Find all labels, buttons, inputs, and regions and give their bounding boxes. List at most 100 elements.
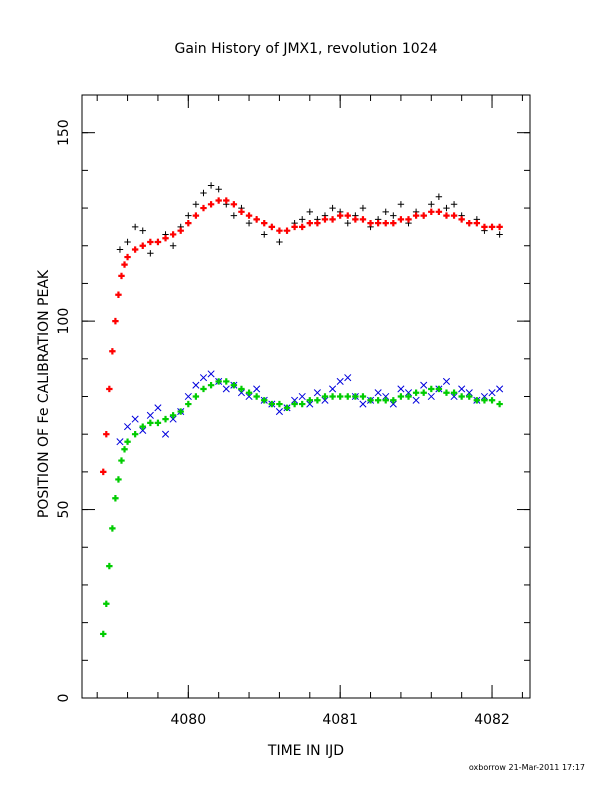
data-point [215, 378, 222, 385]
data-point [230, 201, 238, 208]
data-point [390, 212, 397, 219]
data-point [397, 385, 405, 393]
data-point [162, 415, 169, 423]
data-point [276, 238, 283, 246]
data-point [169, 231, 177, 238]
data-point [131, 223, 139, 231]
data-point [115, 291, 122, 298]
data-point [450, 201, 458, 208]
data-point [382, 208, 389, 216]
data-point [169, 415, 177, 423]
data-point [344, 393, 351, 400]
data-point [200, 204, 207, 212]
data-point [291, 400, 298, 408]
data-point [389, 400, 397, 408]
data-point [344, 374, 352, 382]
data-point [435, 385, 443, 393]
data-point [352, 393, 359, 400]
data-point [306, 397, 313, 404]
data-point [496, 400, 503, 408]
data-point [443, 389, 450, 396]
data-point [116, 438, 124, 446]
data-point [488, 397, 496, 404]
data-point [154, 404, 162, 412]
data-point [261, 397, 268, 404]
data-point [458, 216, 465, 223]
data-point [314, 219, 321, 227]
data-point [374, 397, 382, 404]
data-point [185, 400, 192, 408]
data-point [146, 411, 154, 419]
data-point [253, 216, 260, 223]
data-point [329, 385, 337, 393]
data-point [124, 238, 131, 246]
data-point [329, 204, 336, 212]
data-point [245, 392, 253, 401]
data-point [374, 219, 382, 227]
data-point [154, 419, 162, 427]
data-point [169, 412, 177, 419]
data-point [382, 392, 390, 401]
data-point [131, 246, 139, 253]
data-point [276, 400, 283, 408]
series-1 [100, 197, 503, 476]
x-axis-label: TIME IN IJD [267, 743, 344, 759]
data-point [443, 204, 450, 212]
x-tick-label: 4081 [322, 712, 358, 728]
data-point [223, 378, 230, 385]
data-point [359, 400, 367, 408]
footer-credit: oxborrow 21-Mar-2011 17:17 [469, 763, 585, 772]
data-point [162, 235, 169, 242]
data-point [321, 216, 329, 223]
data-point [238, 385, 245, 393]
data-point [116, 246, 124, 253]
data-point [428, 385, 435, 393]
data-point [298, 392, 306, 401]
data-point [215, 197, 222, 204]
data-point [103, 600, 110, 607]
data-point [124, 438, 131, 445]
data-point [131, 430, 139, 438]
y-tick-label: 100 [56, 308, 72, 335]
series-0 [116, 182, 503, 257]
data-point [268, 400, 276, 408]
data-point [405, 216, 412, 223]
data-point [177, 227, 184, 234]
data-point [253, 393, 260, 400]
series-2 [116, 370, 504, 446]
data-point [412, 212, 420, 219]
data-point [185, 219, 192, 227]
data-point [199, 374, 208, 382]
data-point [223, 197, 230, 204]
data-point [488, 389, 496, 397]
data-point [139, 426, 147, 434]
data-point [397, 216, 405, 223]
data-point [169, 242, 177, 249]
data-point [121, 261, 128, 268]
data-point [161, 430, 170, 438]
data-point [465, 389, 473, 397]
data-point [367, 397, 374, 404]
data-point [390, 219, 397, 227]
data-point [321, 396, 329, 404]
data-point [283, 404, 291, 412]
data-point [404, 389, 413, 397]
data-point [253, 385, 261, 393]
data-point [321, 393, 329, 400]
data-point [192, 201, 200, 208]
data-point [291, 223, 298, 231]
data-point [291, 396, 299, 404]
data-point [299, 223, 306, 231]
data-point [245, 219, 253, 227]
data-point [336, 393, 344, 400]
data-point [184, 392, 192, 401]
data-point [329, 216, 336, 223]
data-point [496, 231, 503, 238]
data-point [192, 393, 200, 400]
data-point [443, 212, 450, 219]
data-point [139, 242, 146, 249]
data-point [147, 238, 154, 246]
data-point [106, 385, 113, 393]
data-point [306, 219, 313, 227]
